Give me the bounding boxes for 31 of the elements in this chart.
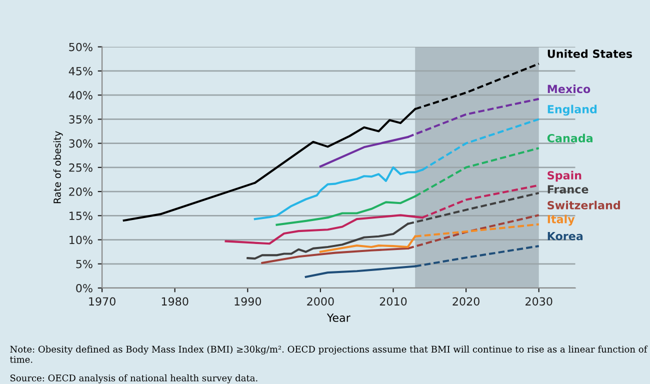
y-tick-label: 10% [70,236,92,244]
y-tick-label: 50% [69,42,92,52]
y-tick-label: 15% [70,212,92,220]
series-label: Canada [547,134,592,142]
y-tick-label: 40% [68,91,92,100]
series-label: France [548,185,588,194]
x-tick-label: 1980 [162,297,188,306]
x-tick-label: 1970 [89,297,116,306]
series-label: England [548,104,597,116]
series-label: Korea [548,232,583,240]
x-tick-label: 2020 [452,297,480,306]
y-tick-label: 0% [76,284,92,292]
x-tick-label: 2010 [380,297,407,306]
x-tick-label: 2030 [526,297,552,306]
series-label: United States [548,49,632,58]
series-label: Spain [548,170,582,182]
series-label: Mexico [548,84,590,94]
series-label: Italy [548,214,575,226]
y-tick-label: 30% [69,139,92,148]
y-tick-label: 35% [69,115,92,124]
x-tick-label: 1990 [234,297,262,306]
y-tick-label: 45% [68,66,92,76]
y-tick-label: 20% [69,188,92,196]
series-label: Switzerland [548,200,620,210]
y-tick-label: 25% [69,163,92,172]
source-note: Source: OECD analysis of national health survey data. [10,374,258,384]
x-axis-title: Year [326,314,350,322]
y-tick-label: 5% [76,260,92,268]
text: Note: Obesity defined as Body Mass Index (BMI) ≥30kg/m². OECD projections assume that BMI will continue to rise as a linear function of time. [10,346,648,363]
y-axis-title: Rate of obesity [53,131,63,204]
x-tick-label: 2000 [307,297,334,306]
